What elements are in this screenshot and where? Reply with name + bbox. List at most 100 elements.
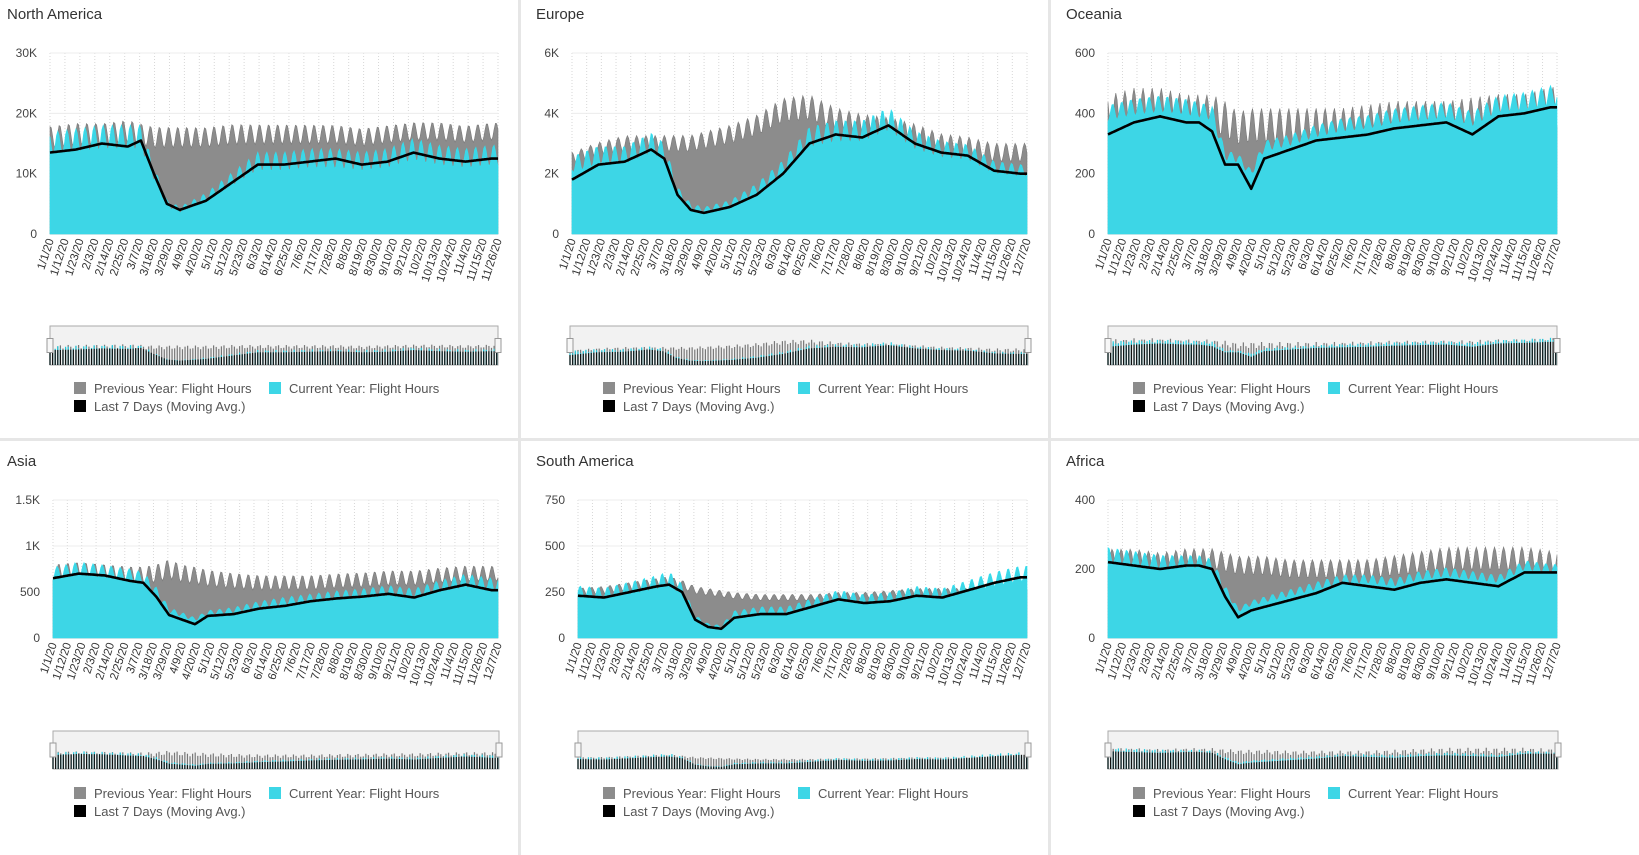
navigator-handle-left[interactable] [574,742,582,758]
navigator-handle-right[interactable] [1553,338,1561,353]
navigator-handle-left[interactable] [1104,742,1112,758]
y-tick-label: 200 [1075,562,1095,576]
legend-swatch-prev [603,787,615,799]
series-avg-line [1107,560,1557,619]
legend-swatch-prev [1133,787,1145,799]
y-tick-label: 500 [20,585,40,599]
legend-item-prev[interactable]: Previous Year: Flight Hours [603,381,781,396]
y-tick-label: 20K [16,106,37,120]
series-avg-line [571,124,1027,215]
navigator-handle-right[interactable] [494,338,502,353]
legend-label-prev: Previous Year: Flight Hours [1153,786,1311,801]
panel-oceania: Oceania 0 200 400 600 1/1/20 1/12/20 1/23/20 2/… [1051,0,1639,438]
legend-swatch-avg [1133,400,1145,412]
legend-item-avg[interactable]: Last 7 Days (Moving Avg.) [74,804,246,819]
navigator-handle-right[interactable] [1554,742,1562,758]
legend-swatch-curr [1328,787,1340,799]
panel-north-america: North America 0 10K 20K 30K 1/1/20 1/12/20 1/2… [0,0,518,438]
chart-title: South America [536,453,634,470]
legend-item-curr[interactable]: Current Year: Flight Hours [269,381,439,396]
y-tick-label: 400 [1075,106,1095,120]
legend-swatch-avg [603,400,615,412]
legend-label-curr: Current Year: Flight Hours [1348,786,1499,801]
legend-item-curr[interactable]: Current Year: Flight Hours [269,786,439,801]
chart-svg: 010K20K30K1/1/201/12/201/23/202/3/202/14… [16,46,505,366]
series-curr-area [49,123,499,235]
legend-swatch-avg [74,805,86,817]
legend-swatch-prev [74,382,86,394]
legend-label-avg: Last 7 Days (Moving Avg.) [623,399,775,414]
legend-label-prev: Previous Year: Flight Hours [623,381,781,396]
legend-item-prev[interactable]: Previous Year: Flight Hours [603,786,781,801]
y-tick-label: 250 [545,585,565,599]
y-tick-label: 10K [16,167,37,181]
legend-item-avg[interactable]: Last 7 Days (Moving Avg.) [1133,399,1305,414]
legend-swatch-curr [1328,382,1340,394]
navigator-series [52,750,499,769]
legend-item-avg[interactable]: Last 7 Days (Moving Avg.) [1133,804,1305,819]
legend-swatch-avg [1133,805,1145,817]
legend-item-prev[interactable]: Previous Year: Flight Hours [1133,786,1311,801]
legend-item-avg[interactable]: Last 7 Days (Moving Avg.) [603,804,775,819]
chart-title: Asia [7,453,37,470]
y-tick-label: 4K [544,106,559,120]
chart-svg: 02004006001/1/201/12/201/23/202/3/202/14… [1075,46,1564,366]
legend-label-curr: Current Year: Flight Hours [818,381,969,396]
navigator [577,730,1029,770]
navigator-handle-left[interactable] [49,742,57,758]
legend-label-prev: Previous Year: Flight Hours [94,381,252,396]
y-tick-label: 0 [1088,227,1095,241]
navigator-handle-left[interactable] [46,338,54,353]
chart-title: Africa [1066,453,1105,470]
navigator-handle-left[interactable] [1104,338,1112,353]
navigator-handle-left[interactable] [566,338,574,353]
legend-item-avg[interactable]: Last 7 Days (Moving Avg.) [603,399,775,414]
legend-item-curr[interactable]: Current Year: Flight Hours [1328,381,1498,396]
y-tick-label: 750 [545,493,565,507]
legend-label-avg: Last 7 Days (Moving Avg.) [1153,399,1305,414]
legend-label-curr: Current Year: Flight Hours [1348,381,1499,396]
y-tick-label: 6K [544,46,559,60]
navigator [1107,325,1558,366]
panel-asia: Asia 0 500 1K 1.5K 1/1/20 1/12/20 1/23/20 2/3/2… [0,441,518,855]
panel-europe: Europe 0 2K 4K 6K 1/1/20 1/12/20 1/23/20 2/3/20… [521,0,1048,438]
legend-item-prev[interactable]: Previous Year: Flight Hours [74,786,252,801]
series-curr-area [52,561,499,639]
navigator-handle-right[interactable] [1024,742,1032,758]
legend-item-curr[interactable]: Current Year: Flight Hours [1328,786,1498,801]
chart-title: North America [7,6,103,23]
legend-item-avg[interactable]: Last 7 Days (Moving Avg.) [74,399,246,414]
legend-label-avg: Last 7 Days (Moving Avg.) [94,399,246,414]
chart-title: Oceania [1066,6,1122,23]
legend-label-prev: Previous Year: Flight Hours [623,786,781,801]
navigator-series [49,344,498,365]
legend-label-prev: Previous Year: Flight Hours [94,786,252,801]
series-avg-line [52,572,498,626]
legend-swatch-curr [798,382,810,394]
y-tick-label: 0 [552,227,559,241]
navigator-handle-right[interactable] [1024,338,1032,353]
navigator-series [1107,747,1558,769]
navigator-handle-right[interactable] [495,742,503,758]
series-avg-line [577,576,1027,631]
legend-label-curr: Current Year: Flight Hours [818,786,969,801]
legend-item-prev[interactable]: Previous Year: Flight Hours [1133,381,1311,396]
legend-swatch-curr [269,787,281,799]
y-tick-label: 0 [558,631,565,645]
legend-item-curr[interactable]: Current Year: Flight Hours [798,381,968,396]
navigator [1107,730,1559,770]
navigator-series [577,752,1028,769]
chart-title: Europe [536,6,585,23]
y-tick-label: 400 [1075,493,1095,507]
chart-svg: 02004001/1/201/12/201/23/202/3/202/14/20… [1075,493,1564,770]
y-tick-label: 0 [1088,631,1095,645]
legend-item-prev[interactable]: Previous Year: Flight Hours [74,381,252,396]
navigator-series [1107,337,1557,365]
legend-swatch-prev [1133,382,1145,394]
legend-item-curr[interactable]: Current Year: Flight Hours [798,786,968,801]
y-tick-label: 1.5K [15,493,40,507]
y-tick-label: 200 [1075,167,1095,181]
panel-south-america: South America 0 250 500 750 1/1/20 1/12/20 1/2… [521,441,1048,855]
navigator-series [569,339,1028,365]
legend-label-curr: Current Year: Flight Hours [289,786,440,801]
